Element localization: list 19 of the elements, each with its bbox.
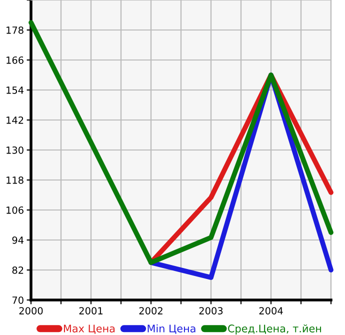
x-tick-label: 2002 [139, 307, 162, 314]
y-tick-label: 130 [6, 146, 24, 154]
legend-label: Min Цена [148, 324, 196, 334]
y-tick-label: 70 [12, 296, 24, 304]
y-tick-label: 118 [6, 176, 24, 184]
line-series [28, 20, 334, 265]
y-tick-label: 142 [6, 116, 24, 124]
y-tick-label: 166 [6, 56, 24, 64]
legend-label: Max Цена [64, 324, 115, 334]
y-tick-label: 178 [6, 26, 24, 34]
y-tick-label: 94 [12, 236, 24, 244]
y-tick-label: 154 [6, 86, 24, 94]
y-tick-label: 82 [12, 266, 24, 274]
y-tick-label: 106 [6, 206, 24, 214]
x-tick-label: 2000 [19, 307, 43, 314]
x-tick-label: 2003 [199, 307, 223, 314]
x-tick-label: 2001 [79, 307, 102, 314]
legend-label: Сред.Цена, т.йен [228, 324, 322, 334]
x-tick-label: 2004 [259, 307, 283, 314]
